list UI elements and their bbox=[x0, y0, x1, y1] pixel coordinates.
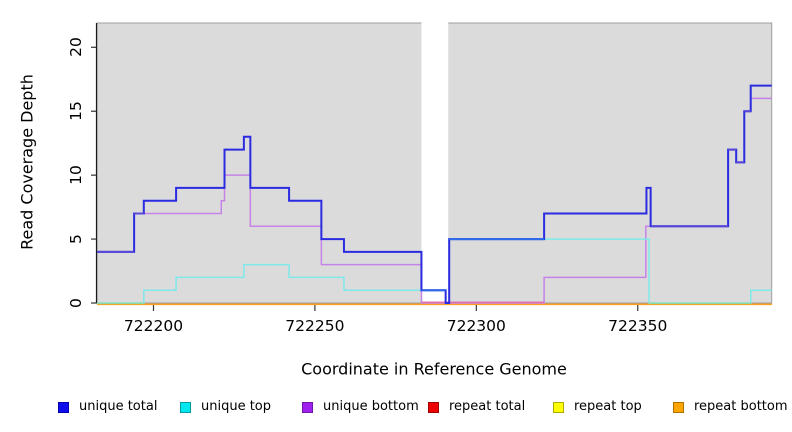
legend-swatch-icon bbox=[428, 401, 439, 413]
legend-item-repeat-total: repeat total bbox=[428, 399, 525, 415]
legend-label: unique top bbox=[201, 399, 272, 414]
legend: unique total unique top unique bottom repea… bbox=[0, 0, 792, 414]
legend-item-unique-top: unique top bbox=[180, 399, 271, 415]
legend-label: unique bottom bbox=[323, 399, 419, 414]
x-tick-label-722200: 722200 bbox=[123, 317, 184, 335]
legend-item-unique-total: unique total bbox=[58, 399, 157, 415]
legend-label: repeat bottom bbox=[694, 399, 788, 414]
legend-label: repeat top bbox=[574, 399, 642, 414]
legend-swatch-icon bbox=[302, 401, 313, 413]
x-tick-label-722300: 722300 bbox=[446, 317, 506, 335]
legend-label: unique total bbox=[79, 399, 158, 414]
legend-swatch-icon bbox=[673, 401, 684, 413]
x-tick-label-722350: 722350 bbox=[608, 317, 668, 335]
legend-item-repeat-bottom: repeat bottom bbox=[673, 399, 788, 415]
y-tick-label-15: 15 bbox=[67, 101, 85, 122]
legend-label: repeat total bbox=[449, 399, 526, 414]
x-tick-label-722250: 722250 bbox=[285, 317, 345, 335]
legend-swatch-icon bbox=[180, 401, 191, 413]
x-axis-title: Coordinate in Reference Genome bbox=[301, 359, 567, 379]
masked-region bbox=[421, 22, 449, 303]
y-tick-label-0: 0 bbox=[67, 298, 85, 308]
legend-swatch-icon bbox=[553, 401, 564, 413]
y-tick-label-20: 20 bbox=[67, 37, 85, 58]
y-axis-title: Read Coverage Depth bbox=[17, 74, 37, 250]
legend-swatch-icon bbox=[58, 401, 69, 413]
y-tick-label-10: 10 bbox=[67, 165, 85, 186]
legend-item-repeat-top: repeat top bbox=[553, 399, 642, 415]
y-tick-label-5: 5 bbox=[67, 234, 85, 244]
legend-item-unique-bottom: unique bottom bbox=[302, 399, 419, 415]
line-unique-top bbox=[97, 238, 772, 304]
